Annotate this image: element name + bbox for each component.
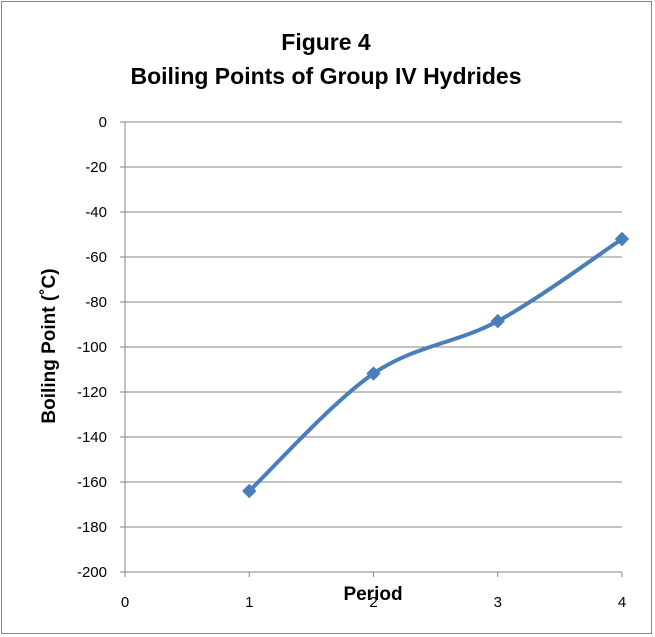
x-tick-labels: 0 1 2 3 4 [121,594,626,611]
y-tick-label: -140 [77,429,107,446]
gridlines [125,121,622,573]
y-tick-label: -40 [85,204,107,221]
y-tick-label: -80 [85,294,107,311]
x-tick-label: 3 [494,594,502,611]
x-tick-label: 2 [369,594,377,611]
x-tick-label: 0 [121,594,129,611]
data-point-marker [490,313,505,329]
data-point-marker [614,231,630,247]
series-group [242,231,630,499]
y-tick-label: -180 [77,519,107,536]
y-tick-label: -20 [85,159,107,176]
series-line [247,237,624,493]
y-tick-label: -200 [77,564,107,581]
x-tick-label: 4 [618,594,626,611]
x-tick-label: 1 [245,594,253,611]
axes [120,121,623,577]
y-axis-title: Boiling Point (˚C) [39,268,60,423]
y-tick-labels: 0 -20 -40 -60 -80 -100 -120 -140 -160 -180 -200 [77,114,107,581]
y-tick-label: -60 [85,249,107,266]
y-tick-label: -120 [77,384,107,401]
chart-title-line-1: Figure 4 [281,29,371,55]
y-tick-label: -100 [77,339,107,356]
x-axis-title: Period [343,584,402,605]
data-point-marker [242,483,257,499]
y-tick-label: 0 [99,114,107,131]
chart-title-line-2: Boiling Points of Group IV Hydrides [130,63,521,89]
y-tick-label: -160 [77,474,107,491]
data-point-marker [366,366,381,381]
